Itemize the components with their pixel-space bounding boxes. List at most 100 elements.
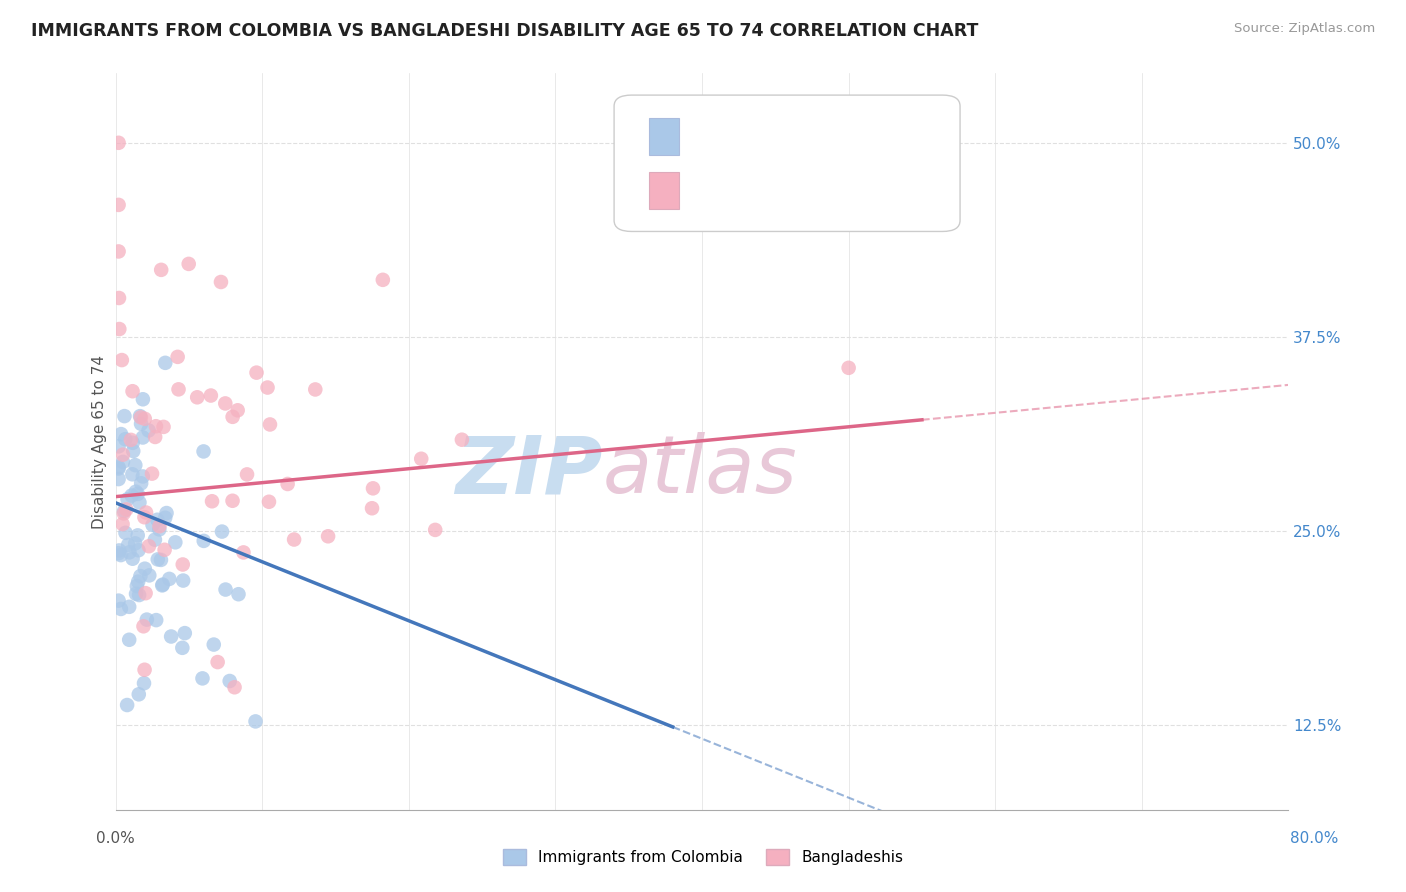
Point — [150, 578, 173, 592]
Point — [304, 383, 326, 397]
Point — [135, 586, 157, 600]
Point — [121, 384, 143, 399]
Point — [135, 506, 157, 520]
Point — [115, 502, 138, 516]
Point — [132, 469, 155, 483]
Point — [145, 613, 167, 627]
Point — [166, 350, 188, 364]
Point — [361, 481, 384, 495]
Point — [124, 458, 146, 472]
Point — [141, 467, 163, 481]
Point — [202, 638, 225, 652]
Point — [316, 529, 339, 543]
Point — [259, 417, 281, 432]
Point — [207, 655, 229, 669]
Point — [107, 593, 129, 607]
Point — [218, 673, 240, 688]
Point — [107, 461, 129, 475]
Point — [120, 433, 142, 447]
Point — [118, 545, 141, 559]
Legend: Immigrants from Colombia, Bangladeshis: Immigrants from Colombia, Bangladeshis — [496, 843, 910, 871]
Point — [361, 501, 384, 516]
Point — [132, 430, 155, 444]
Point — [145, 419, 167, 434]
Point — [125, 579, 148, 593]
Point — [128, 495, 150, 509]
Point — [149, 553, 172, 567]
Point — [172, 574, 194, 588]
Point — [221, 409, 243, 424]
Point — [193, 444, 215, 458]
Point — [191, 672, 214, 686]
Point — [160, 630, 183, 644]
Point — [153, 542, 176, 557]
Point — [107, 198, 129, 212]
Point — [221, 493, 243, 508]
Text: 0.0%: 0.0% — [96, 831, 135, 846]
Point — [211, 524, 233, 539]
Point — [152, 577, 174, 591]
Point — [127, 574, 149, 589]
Point — [117, 538, 139, 552]
Point — [451, 433, 474, 447]
Text: atlas: atlas — [602, 432, 797, 510]
Point — [132, 392, 155, 407]
Point — [112, 507, 135, 521]
Point — [157, 572, 180, 586]
Point — [125, 587, 148, 601]
Point — [177, 257, 200, 271]
Text: Source: ZipAtlas.com: Source: ZipAtlas.com — [1234, 22, 1375, 36]
Point — [118, 599, 141, 614]
Point — [110, 427, 132, 442]
Point — [201, 494, 224, 508]
Point — [138, 539, 160, 553]
Point — [107, 439, 129, 453]
Point — [245, 366, 267, 380]
Point — [153, 510, 176, 524]
Point — [121, 467, 143, 482]
Point — [129, 569, 152, 583]
Point — [127, 487, 149, 501]
Point — [129, 409, 152, 424]
Point — [124, 536, 146, 550]
Point — [214, 396, 236, 410]
Point — [143, 533, 166, 547]
Point — [138, 424, 160, 438]
Point — [114, 409, 136, 423]
Point — [121, 435, 143, 450]
Point — [127, 528, 149, 542]
Point — [108, 543, 131, 558]
Point — [152, 420, 174, 434]
Point — [209, 275, 232, 289]
Point — [236, 467, 259, 482]
Point — [214, 582, 236, 597]
Point — [134, 663, 156, 677]
Point — [111, 353, 134, 368]
Point — [111, 455, 134, 469]
Bar — [650, 119, 679, 155]
Point — [132, 676, 155, 690]
Y-axis label: Disability Age 65 to 74: Disability Age 65 to 74 — [93, 354, 107, 529]
Point — [127, 543, 149, 558]
Point — [167, 382, 190, 396]
Point — [245, 714, 267, 729]
Point — [117, 492, 139, 507]
Point — [115, 698, 138, 712]
Point — [200, 388, 222, 402]
Point — [114, 432, 136, 446]
Point — [134, 411, 156, 425]
Point — [129, 410, 152, 425]
Point — [143, 430, 166, 444]
Point — [107, 460, 129, 475]
Point — [193, 533, 215, 548]
Point — [173, 626, 195, 640]
Point — [232, 545, 254, 559]
Point — [128, 687, 150, 701]
Text: R =  0.066   N = 58: R = 0.066 N = 58 — [693, 182, 855, 200]
Point — [172, 640, 194, 655]
Point — [165, 535, 187, 549]
Text: 80.0%: 80.0% — [1291, 831, 1339, 846]
Point — [132, 619, 155, 633]
Bar — [650, 172, 679, 209]
Point — [172, 558, 194, 572]
